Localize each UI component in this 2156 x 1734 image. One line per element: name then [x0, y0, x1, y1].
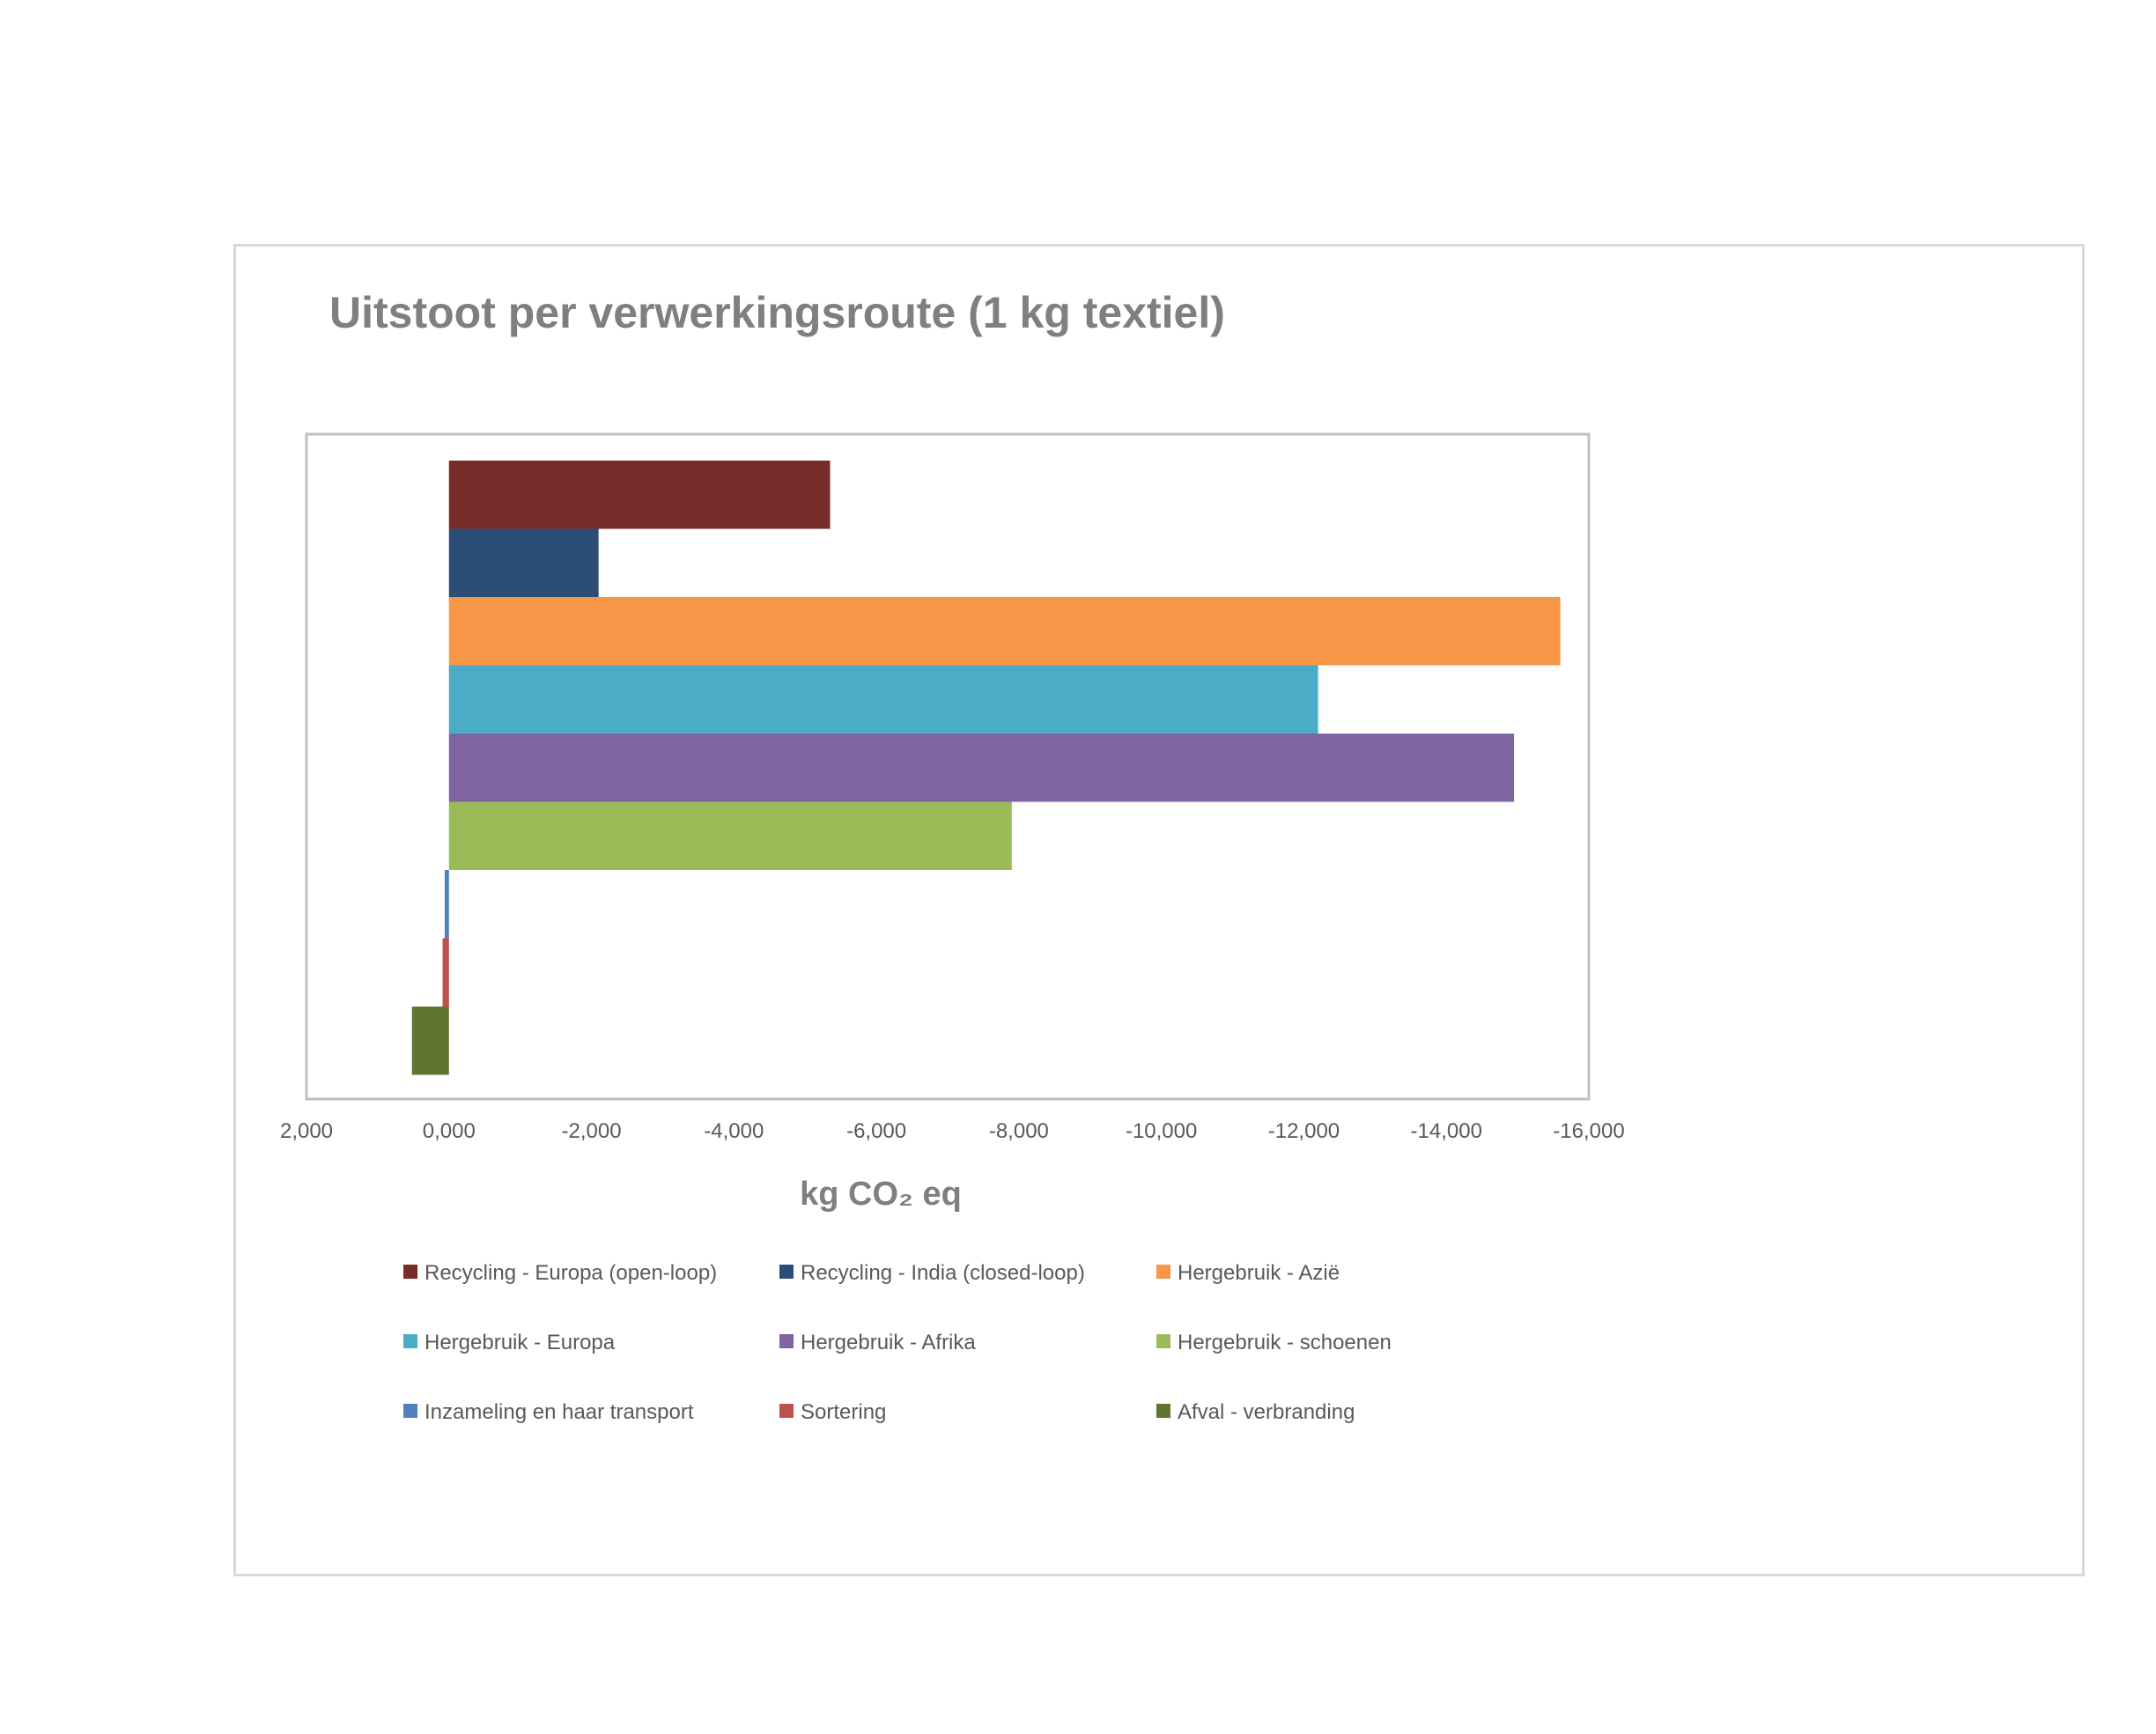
x-tick-label: -6,000 [846, 1119, 906, 1143]
legend-entry: Recycling - Europa (open-loop) [403, 1261, 717, 1285]
legend-entry: Afval - verbranding [1156, 1400, 1355, 1424]
bar-7 [444, 870, 449, 939]
legend-label: Inzameling en haar transport [425, 1400, 694, 1424]
chart-svg: Uitstoot per verwerkingsroute (1 kg text… [280, 288, 1625, 1424]
bar-9 [411, 1007, 449, 1075]
bar-8 [442, 938, 449, 1007]
x-tick-label: 2,000 [280, 1119, 333, 1143]
legend-swatch [779, 1265, 794, 1279]
legend-entry: Sortering [779, 1400, 886, 1424]
x-tick-label: -4,000 [704, 1119, 764, 1143]
legend-entry: Hergebruik - Europa [403, 1331, 616, 1354]
legend-label: Recycling - Europa (open-loop) [425, 1261, 717, 1285]
bar-4 [448, 665, 1318, 734]
bar-2 [448, 528, 599, 597]
legend-entry: Inzameling en haar transport [403, 1400, 694, 1424]
legend-swatch [779, 1334, 794, 1348]
x-axis-title: kg CO₂ eq [800, 1176, 962, 1213]
x-tick-label: -10,000 [1126, 1119, 1197, 1143]
legend-label: Recycling - India (closed-loop) [801, 1261, 1085, 1285]
legend-label: Sortering [801, 1400, 886, 1424]
x-tick-label: 0,000 [423, 1119, 476, 1143]
chart-title: Uitstoot per verwerkingsroute (1 kg text… [329, 288, 1225, 337]
legend-label: Hergebruik - Europa [425, 1331, 616, 1354]
legend-label: Hergebruik - schoenen [1178, 1331, 1392, 1354]
legend-swatch [403, 1404, 417, 1418]
legend-label: Hergebruik - Afrika [801, 1331, 976, 1354]
legend-entry: Hergebruik - Afrika [779, 1331, 976, 1354]
x-tick-label: -2,000 [562, 1119, 622, 1143]
plot-area [305, 432, 1591, 1101]
legend-swatch [1156, 1404, 1170, 1418]
bar-3 [448, 597, 1561, 666]
bars-group [411, 461, 1561, 1075]
legend-entry: Hergebruik - schoenen [1156, 1331, 1392, 1354]
legend-label: Hergebruik - Azië [1178, 1261, 1340, 1285]
bar-5 [448, 734, 1515, 802]
legend-entry: Recycling - India (closed-loop) [779, 1261, 1085, 1285]
legend-entry: Hergebruik - Azië [1156, 1261, 1340, 1285]
x-tick-label: -14,000 [1411, 1119, 1482, 1143]
legend-swatch [403, 1265, 417, 1279]
x-axis-ticks: 2,000 0,000 -2,000 -4,000 -6,000 -8,000 -10,00… [280, 1119, 1625, 1143]
legend-swatch [1156, 1265, 1170, 1279]
bar-1 [448, 461, 831, 529]
x-tick-label: -8,000 [989, 1119, 1049, 1143]
legend: Recycling - Europa (open-loop) Recycling … [403, 1261, 1392, 1424]
legend-swatch [1156, 1334, 1170, 1348]
x-tick-label: -16,000 [1553, 1119, 1624, 1143]
legend-label: Afval - verbranding [1178, 1400, 1355, 1424]
legend-swatch [779, 1404, 794, 1418]
legend-swatch [403, 1334, 417, 1348]
chart-frame: Uitstoot per verwerkingsroute (1 kg text… [233, 244, 2085, 1576]
x-tick-label: -12,000 [1268, 1119, 1340, 1143]
bar-6 [448, 801, 1012, 870]
